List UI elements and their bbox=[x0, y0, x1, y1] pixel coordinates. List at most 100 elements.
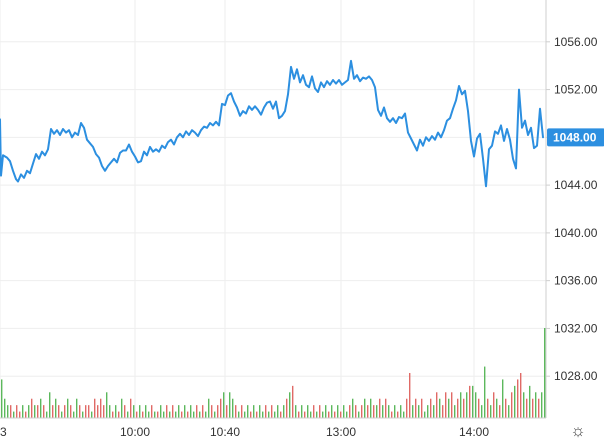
price-line bbox=[0, 59, 544, 188]
volume-bar bbox=[289, 392, 291, 418]
volume-bar bbox=[121, 398, 123, 418]
x-tick-label: 13:00 bbox=[326, 425, 356, 439]
volume-bar bbox=[169, 411, 171, 418]
volume-bar bbox=[244, 411, 246, 418]
volume-bar bbox=[478, 398, 480, 418]
volume-bar bbox=[424, 411, 426, 418]
volume-bar bbox=[508, 405, 510, 418]
volume-bar bbox=[421, 398, 423, 418]
volume-bar bbox=[526, 398, 528, 418]
settings-icon[interactable]: ☼ bbox=[570, 421, 586, 440]
volume-bar bbox=[193, 411, 195, 418]
volume-bar bbox=[283, 405, 285, 418]
volume-bar bbox=[97, 405, 99, 418]
volume-bar bbox=[346, 411, 348, 418]
y-tick-label: 1032.00 bbox=[554, 321, 598, 335]
volume-bar bbox=[262, 411, 264, 418]
y-tick-label: 1044.00 bbox=[554, 178, 598, 192]
volume-bar bbox=[457, 398, 459, 418]
volume-bar bbox=[232, 398, 234, 418]
volume-bar bbox=[364, 398, 366, 418]
volume-bar bbox=[49, 392, 51, 418]
volume-bar bbox=[532, 398, 534, 418]
volume-bar bbox=[541, 392, 543, 418]
volume-bar bbox=[367, 405, 369, 418]
price-series bbox=[0, 59, 544, 188]
volume-bar bbox=[37, 405, 39, 418]
volume-bar bbox=[442, 405, 444, 418]
volume-bar bbox=[445, 392, 447, 418]
volume-bar bbox=[46, 411, 48, 418]
volume-bar bbox=[415, 398, 417, 418]
volume-bar bbox=[202, 405, 204, 418]
volume-bar bbox=[325, 405, 327, 418]
volume-bar bbox=[409, 373, 411, 418]
volume-bar bbox=[355, 405, 357, 418]
volume-bar bbox=[28, 405, 30, 418]
volume-bar bbox=[505, 398, 507, 418]
volume-bar bbox=[451, 392, 453, 418]
x-tick-label: 10:00 bbox=[120, 425, 150, 439]
volume-bar bbox=[454, 405, 456, 418]
volume-bar bbox=[40, 398, 42, 418]
volume-bar bbox=[400, 405, 402, 418]
volume-bar bbox=[349, 405, 351, 418]
volume-bar bbox=[316, 411, 318, 418]
volume-bar bbox=[328, 411, 330, 418]
volume-bar bbox=[538, 398, 540, 418]
volume-bar bbox=[253, 405, 255, 418]
volume-bar bbox=[43, 405, 45, 418]
volume-bar bbox=[223, 392, 225, 418]
volume-bar bbox=[307, 405, 309, 418]
volume-bar bbox=[304, 411, 306, 418]
y-axis: 1028.00 1032.00 1036.00 1040.00 1044.00 1048.… bbox=[545, 0, 598, 418]
volume-bar bbox=[115, 405, 117, 418]
volume-bar bbox=[241, 405, 243, 418]
volume-bar bbox=[226, 405, 228, 418]
x-axis: 3 10:00 10:40 13:00 14:00 bbox=[0, 417, 546, 439]
y-tick-label: 1040.00 bbox=[554, 226, 598, 240]
volume-bar bbox=[484, 366, 486, 418]
volume-bar bbox=[190, 405, 192, 418]
volume-bar bbox=[220, 398, 222, 418]
volume-bar bbox=[322, 411, 324, 418]
volume-bar bbox=[64, 405, 66, 418]
volume-bar bbox=[502, 379, 504, 418]
volume-bar bbox=[118, 411, 120, 418]
volume-bar bbox=[91, 411, 93, 418]
volume-bar bbox=[217, 405, 219, 418]
volume-bar bbox=[331, 405, 333, 418]
volume-bar bbox=[133, 405, 135, 418]
volume-bar bbox=[229, 392, 231, 418]
volume-bar bbox=[376, 405, 378, 418]
volume-bar bbox=[157, 411, 159, 418]
volume-bar bbox=[100, 398, 102, 418]
volume-bar bbox=[544, 328, 546, 418]
volume-bar bbox=[10, 405, 12, 418]
volume-bar bbox=[280, 411, 282, 418]
volume-bar bbox=[295, 405, 297, 418]
volume-bar bbox=[535, 392, 537, 418]
volume-bar bbox=[496, 398, 498, 418]
volume-bar bbox=[139, 405, 141, 418]
volume-bar bbox=[181, 411, 183, 418]
volume-bar bbox=[439, 398, 441, 418]
volume-bar bbox=[187, 411, 189, 418]
volume-bar bbox=[388, 405, 390, 418]
volume-bar bbox=[340, 411, 342, 418]
volume-bar bbox=[379, 398, 381, 418]
volume-bar bbox=[286, 398, 288, 418]
volume-bar bbox=[172, 405, 174, 418]
volume-bar bbox=[469, 385, 471, 418]
volume-bar bbox=[274, 411, 276, 418]
volume-bar bbox=[475, 392, 477, 418]
volume-bar bbox=[85, 405, 87, 418]
current-price-badge bbox=[547, 128, 604, 147]
volume-bar bbox=[319, 405, 321, 418]
volume-bar bbox=[298, 411, 300, 418]
x-tick-label: 10:40 bbox=[210, 425, 240, 439]
volume-bar bbox=[163, 411, 165, 418]
y-tick-label: 1028.00 bbox=[554, 369, 598, 383]
volume-bar bbox=[277, 405, 279, 418]
